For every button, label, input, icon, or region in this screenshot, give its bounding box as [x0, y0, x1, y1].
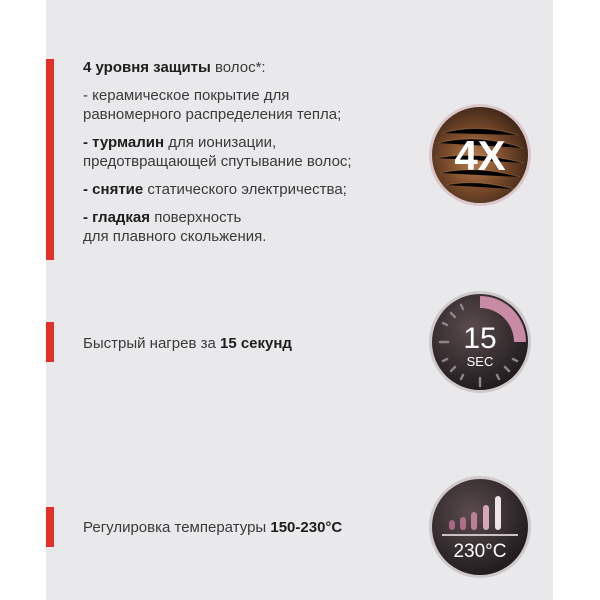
- heating-feature-text: Быстрый нагрев за 15 секунд: [83, 334, 292, 353]
- item-text2: предотвращающей спутывание волос;: [83, 153, 352, 170]
- temperature-bold: 150-230°C: [270, 519, 343, 536]
- temperature-text: Регулировка температуры: [83, 519, 271, 536]
- accent-bar: [46, 322, 54, 362]
- timer-unit: SEC: [467, 354, 494, 369]
- protection-item: - гладкая поверхность для плавного скольж…: [83, 208, 413, 246]
- timer-icon: 15 SEC: [429, 291, 531, 393]
- item-text: поверхность: [150, 209, 242, 226]
- item-text: статического электричества;: [143, 181, 347, 198]
- item-bold: - гладкая: [83, 209, 151, 226]
- accent-bar: [46, 59, 54, 260]
- heating-text: Быстрый нагрев за: [83, 335, 220, 352]
- accent-bar: [46, 507, 54, 547]
- timer-number: 15: [463, 322, 496, 355]
- temperature-label: 230°C: [453, 541, 506, 562]
- protection-feature-text: 4 уровня защиты волос*: - керамическое п…: [83, 58, 413, 255]
- item-bold: - снятие: [83, 181, 144, 198]
- icon-label: 4X: [454, 132, 505, 179]
- item-text: - керамическое покрытие для: [83, 87, 290, 104]
- title-rest: волос*:: [210, 59, 266, 76]
- protection-item: - турмалин для ионизации, предотвращающей…: [83, 133, 413, 171]
- title-bold: 4 уровня защиты: [83, 59, 211, 76]
- heating-bold: 15 секунд: [219, 335, 292, 352]
- temperature-feature-text: Регулировка температуры 150-230°C: [83, 518, 342, 537]
- hair-protection-icon: 4X: [429, 104, 531, 206]
- item-text: для ионизации,: [164, 134, 277, 151]
- item-text2: для плавного скольжения.: [83, 228, 267, 245]
- protection-item: - снятие статического электричества;: [83, 180, 413, 199]
- protection-title: 4 уровня защиты волос*:: [83, 58, 413, 77]
- item-text2: равномерного распределения тепла;: [83, 106, 342, 123]
- item-bold: - турмалин: [83, 134, 165, 151]
- protection-item: - керамическое покрытие для равномерного …: [83, 86, 413, 124]
- temperature-icon: 230°C: [429, 476, 531, 578]
